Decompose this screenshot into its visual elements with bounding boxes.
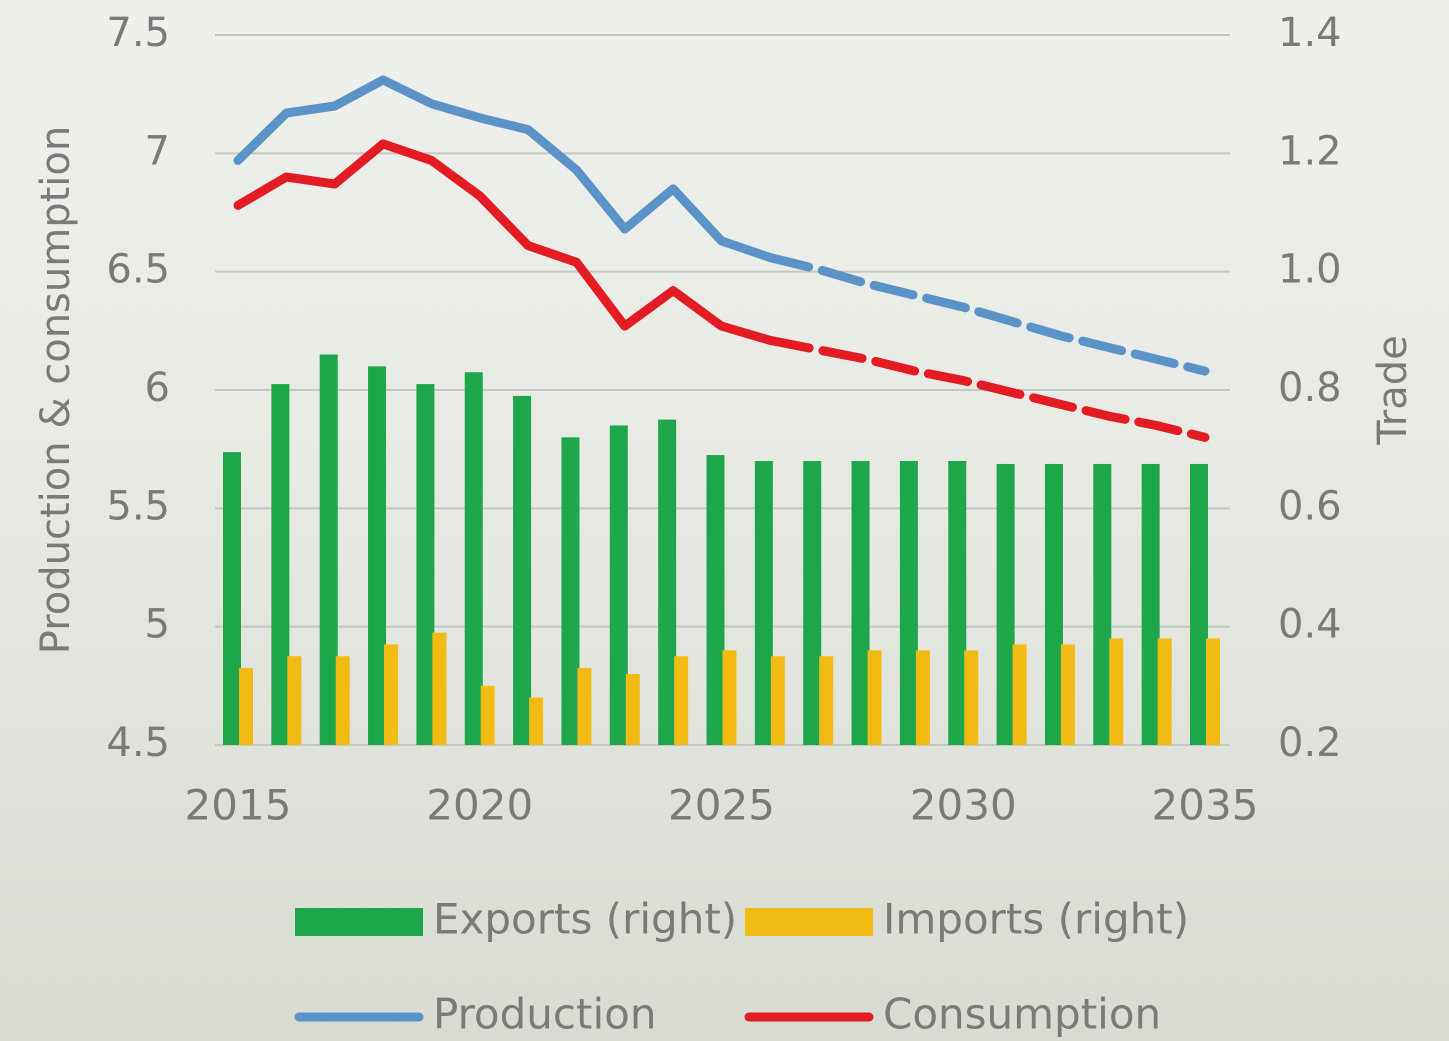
- x-tick-label: 2025: [668, 781, 775, 830]
- bar: [1060, 644, 1075, 745]
- legend-label: Production: [433, 990, 656, 1039]
- x-tick-label: 2035: [1152, 781, 1259, 830]
- y2-tick-label: 1.0: [1278, 247, 1342, 293]
- bar: [625, 674, 640, 745]
- y-tick-label: 5: [145, 602, 170, 648]
- bar: [964, 650, 979, 745]
- y2-tick-label: 0.8: [1278, 365, 1342, 411]
- projection-line: [765, 335, 1210, 442]
- bar: [287, 656, 302, 745]
- bar: [561, 437, 580, 745]
- line: [233, 75, 775, 262]
- bar: [368, 366, 387, 745]
- y-tick-label: 5.5: [106, 483, 170, 529]
- legend-swatch: [295, 908, 423, 936]
- bar: [754, 461, 773, 745]
- bar: [384, 644, 399, 745]
- bar: [1109, 638, 1124, 745]
- bar: [706, 455, 725, 745]
- bar: [480, 685, 495, 745]
- y-tick-label: 4.5: [106, 720, 170, 766]
- bar: [577, 668, 592, 745]
- bar: [996, 463, 1015, 745]
- y-axis-label: Production & consumption: [33, 126, 79, 654]
- y-tick-label: 6.5: [106, 247, 170, 293]
- y-tick-label: 7: [145, 128, 170, 174]
- bar: [1206, 638, 1220, 745]
- bar: [1157, 638, 1172, 745]
- x-tick-label: 2015: [185, 781, 292, 830]
- line: [233, 139, 775, 345]
- bar: [915, 650, 930, 745]
- bar: [899, 461, 918, 745]
- bar: [1012, 644, 1027, 745]
- x-tick-label: 2030: [910, 781, 1017, 830]
- bar: [722, 650, 737, 745]
- bar: [803, 461, 822, 745]
- legend-swatch: [745, 908, 873, 936]
- y2-tick-label: 0.6: [1278, 483, 1342, 529]
- bar: [1093, 463, 1112, 745]
- bar: [1044, 463, 1063, 745]
- bar: [464, 372, 483, 745]
- bar: [948, 461, 967, 745]
- bar: [239, 668, 253, 745]
- bar: [335, 656, 350, 745]
- bar: [674, 656, 689, 745]
- bar: [1190, 463, 1208, 745]
- y2-tick-label: 0.2: [1278, 720, 1342, 766]
- bar: [1141, 463, 1160, 745]
- bar: [319, 354, 338, 745]
- bar: [770, 656, 785, 745]
- bar: [819, 656, 834, 745]
- bar: [867, 650, 882, 745]
- y2-axis-label: Trade: [1370, 335, 1416, 446]
- legend-label: Consumption: [883, 990, 1161, 1039]
- y-tick-label: 7.5: [106, 10, 170, 56]
- bar: [529, 697, 544, 745]
- y2-tick-label: 1.2: [1278, 128, 1342, 174]
- y-tick-label: 6: [145, 365, 170, 411]
- bar: [416, 384, 435, 745]
- y2-tick-label: 1.4: [1278, 10, 1342, 56]
- bar: [432, 632, 447, 745]
- bar: [851, 461, 870, 745]
- bar: [223, 452, 241, 745]
- legend-label: Exports (right): [433, 895, 737, 944]
- bar: [609, 425, 628, 745]
- legend-label: Imports (right): [883, 895, 1189, 944]
- y2-tick-label: 0.4: [1278, 602, 1342, 648]
- x-tick-label: 2020: [426, 781, 533, 830]
- bar: [271, 384, 290, 745]
- projection-line: [765, 252, 1210, 376]
- bar: [658, 419, 677, 745]
- bar: [513, 395, 532, 745]
